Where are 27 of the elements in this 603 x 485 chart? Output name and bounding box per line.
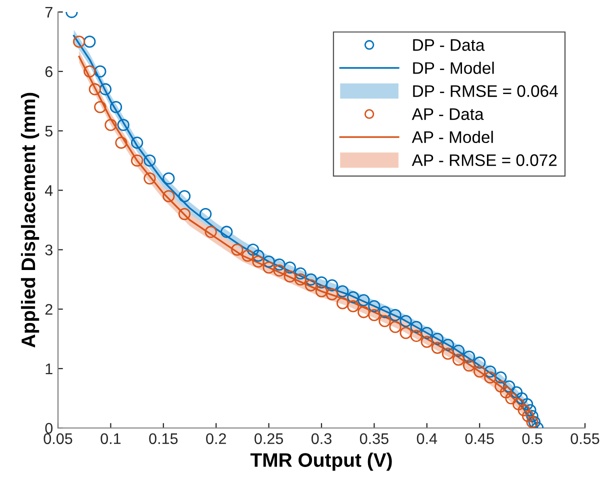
x-tick-label: 0.2: [206, 433, 226, 444]
x-tick-label: 0.05: [44, 433, 72, 444]
x-tick-label: 0.3: [311, 433, 332, 444]
y-tick-label: 5: [45, 126, 52, 137]
x-tick-label: 0.45: [465, 433, 494, 444]
legend-label: AP - Model: [412, 130, 493, 144]
x-tick-label: 0.35: [360, 433, 388, 444]
x-tick-label: 0.15: [149, 433, 178, 444]
annotation: AP - RMSE = 0.072: [412, 154, 557, 166]
legend-label: DP - Data: [413, 39, 485, 51]
x-tick-label: 0.55: [570, 433, 600, 444]
y-tick-label: 1: [46, 364, 52, 374]
legend-label: DP - Model: [413, 62, 494, 74]
y-axis-title: Applied Displacement (mm): [20, 92, 40, 348]
y-tick-label: 4: [44, 185, 53, 196]
x-tick-label: 0.1: [100, 433, 121, 444]
y-tick-label: 0: [45, 422, 53, 434]
y-tick-label: 2: [45, 304, 52, 315]
y-tick-label: 3: [45, 244, 52, 256]
y-tick-label: 7: [45, 7, 52, 18]
x-tick-label: 0.4: [416, 433, 438, 444]
x-tick-label: 0.5: [522, 433, 542, 444]
x-tick-label: 0.25: [254, 433, 284, 444]
x-axis-title: TMR Output (V): [250, 452, 392, 471]
annotation: DP - RMSE = 0.064: [413, 85, 558, 97]
y-tick-label: 6: [45, 66, 52, 78]
legend-label: AP - Data: [412, 108, 484, 120]
